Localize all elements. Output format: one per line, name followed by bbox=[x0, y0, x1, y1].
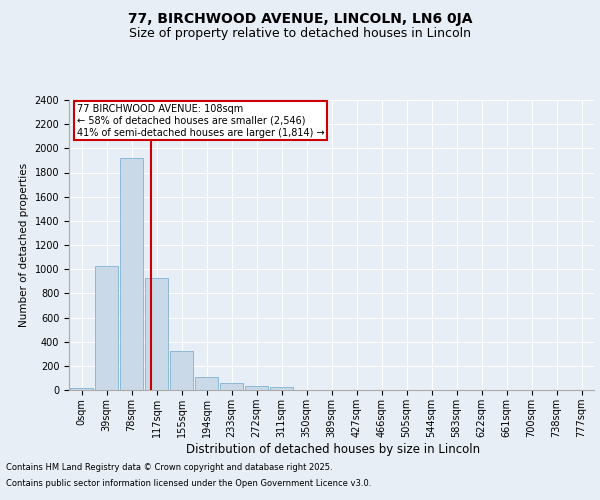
Bar bbox=[70, 388, 93, 390]
Text: 77 BIRCHWOOD AVENUE: 108sqm
← 58% of detached houses are smaller (2,546)
41% of : 77 BIRCHWOOD AVENUE: 108sqm ← 58% of det… bbox=[77, 104, 325, 138]
Bar bbox=[95, 266, 118, 390]
Bar bbox=[170, 350, 193, 390]
Bar bbox=[220, 384, 243, 390]
Bar bbox=[195, 376, 218, 390]
Y-axis label: Number of detached properties: Number of detached properties bbox=[19, 163, 29, 327]
Text: Contains public sector information licensed under the Open Government Licence v3: Contains public sector information licen… bbox=[6, 478, 371, 488]
Text: Distribution of detached houses by size in Lincoln: Distribution of detached houses by size … bbox=[186, 442, 480, 456]
Text: Size of property relative to detached houses in Lincoln: Size of property relative to detached ho… bbox=[129, 28, 471, 40]
Text: Contains HM Land Registry data © Crown copyright and database right 2025.: Contains HM Land Registry data © Crown c… bbox=[6, 464, 332, 472]
Bar bbox=[245, 386, 268, 390]
Bar bbox=[270, 387, 293, 390]
Bar bbox=[145, 278, 168, 390]
Bar bbox=[120, 158, 143, 390]
Text: 77, BIRCHWOOD AVENUE, LINCOLN, LN6 0JA: 77, BIRCHWOOD AVENUE, LINCOLN, LN6 0JA bbox=[128, 12, 472, 26]
